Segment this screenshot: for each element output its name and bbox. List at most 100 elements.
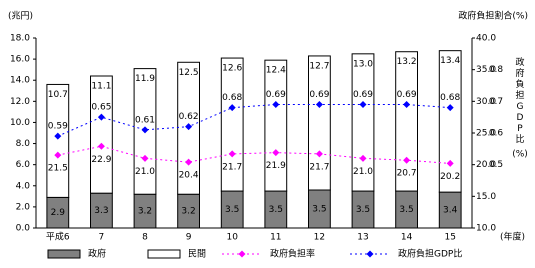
marker xyxy=(54,151,62,159)
data-label: 13.0 xyxy=(353,59,373,69)
y-tick-label: 2.0 xyxy=(16,202,31,212)
data-label: 10.7 xyxy=(48,90,68,100)
x-tick-label: 13 xyxy=(357,233,368,243)
data-label: 12.5 xyxy=(179,68,199,78)
data-label: 21.0 xyxy=(353,167,373,177)
y3-tick-label: 0.5 xyxy=(489,160,503,170)
data-label: 20.7 xyxy=(397,169,417,179)
data-label: 21.7 xyxy=(222,162,242,172)
y3-axis-label: 政府負担 G D P 比 xyxy=(515,56,524,145)
data-label: 13.2 xyxy=(397,57,417,67)
data-label: 0.69 xyxy=(266,90,286,100)
bar-segment xyxy=(220,57,244,192)
data-label: 3.2 xyxy=(181,207,195,217)
data-label: 20.2 xyxy=(440,172,460,182)
y-tick-label: 12.0 xyxy=(10,97,30,107)
x-tick-label: 7 xyxy=(99,233,105,243)
marker xyxy=(141,154,149,162)
marker xyxy=(54,132,62,140)
legend-swatch xyxy=(47,249,81,259)
data-label: 0.69 xyxy=(397,90,417,100)
line xyxy=(57,145,451,164)
y2-axis-label: 政府負担割合(%) xyxy=(458,10,528,22)
bar-segment xyxy=(438,50,462,193)
data-label: 0.59 xyxy=(48,122,68,132)
bar-segment xyxy=(46,83,70,198)
data-label: 0.68 xyxy=(222,93,242,103)
x-tick-label: 12 xyxy=(314,233,325,243)
y2-tick-label: 10.0 xyxy=(476,224,496,234)
marker xyxy=(403,101,411,108)
y3-tick-label: 0.8 xyxy=(489,65,504,75)
legend-label: 政府負担率 xyxy=(270,248,315,260)
y2-tick-label: 35.0 xyxy=(476,65,496,75)
legend-label: 政府負担GDP比 xyxy=(398,248,462,260)
data-label: 0.69 xyxy=(353,90,373,100)
data-label: 22.9 xyxy=(91,155,111,165)
data-label: 3.5 xyxy=(269,205,283,215)
marker xyxy=(315,101,323,108)
data-label: 11.1 xyxy=(91,82,111,92)
data-label: 0.68 xyxy=(440,93,460,103)
marker xyxy=(141,126,149,134)
marker xyxy=(272,149,280,157)
marker xyxy=(403,156,411,164)
marker xyxy=(185,123,193,131)
data-label: 11.9 xyxy=(135,74,155,84)
data-label: 12.4 xyxy=(266,66,286,76)
y-tick-label: 4.0 xyxy=(16,181,31,191)
marker xyxy=(315,150,323,158)
data-label: 3.4 xyxy=(443,206,458,216)
x-tick-label: 11 xyxy=(270,233,281,243)
y-tick-label: 18.0 xyxy=(10,34,30,44)
bar-segment xyxy=(264,59,288,192)
marker xyxy=(97,142,105,150)
data-label: 3.5 xyxy=(312,205,326,215)
data-label: 21.5 xyxy=(48,164,68,174)
y2-tick-label: 25.0 xyxy=(476,129,496,139)
x-tick-label: 10 xyxy=(226,233,238,243)
data-label: 2.9 xyxy=(51,208,66,218)
data-label: 3.2 xyxy=(138,207,152,217)
y-axis-label: (兆円) xyxy=(8,11,33,22)
legend-marker xyxy=(366,250,374,258)
y2-tick-label: 30.0 xyxy=(476,97,496,107)
data-label: 21.0 xyxy=(135,167,155,177)
data-label: 20.4 xyxy=(179,171,199,181)
y3-tick-label: 0.7 xyxy=(489,97,503,107)
data-label: 12.7 xyxy=(309,61,329,71)
y3-tick-label: 0.6 xyxy=(489,129,504,139)
legend-label: 政府 xyxy=(88,248,106,260)
marker xyxy=(446,159,454,167)
data-label: 3.3 xyxy=(94,206,108,216)
line xyxy=(57,104,451,137)
y2-tick-label: 15.0 xyxy=(476,192,496,202)
bar-segment xyxy=(90,75,113,194)
data-label: 12.6 xyxy=(222,64,242,74)
data-label: 13.4 xyxy=(440,56,460,66)
marker xyxy=(359,101,367,108)
x-axis-label: (年度) xyxy=(500,231,525,243)
legend-marker xyxy=(238,250,246,258)
marker xyxy=(359,154,367,162)
legend-label: 民間 xyxy=(188,249,206,260)
y2-tick-label: 20.0 xyxy=(476,160,496,170)
x-tick-label: 8 xyxy=(142,233,148,243)
y-tick-label: 14.0 xyxy=(10,76,30,86)
y-tick-label: 0.0 xyxy=(16,224,31,234)
y-tick-label: 16.0 xyxy=(10,55,30,65)
data-label: 0.61 xyxy=(135,115,155,125)
marker xyxy=(228,150,236,158)
data-label: 0.65 xyxy=(91,103,111,113)
data-label: 21.7 xyxy=(309,162,329,172)
x-tick-label: 平成6 xyxy=(46,231,70,243)
bar-segment xyxy=(395,51,419,192)
x-tick-label: 9 xyxy=(186,233,192,243)
y2-tick-label: 40.0 xyxy=(476,34,496,44)
y3-unit-label: (%) xyxy=(512,150,528,160)
data-label: 3.5 xyxy=(225,205,239,215)
data-label: 21.9 xyxy=(266,161,286,171)
marker xyxy=(272,101,280,108)
marker xyxy=(97,113,105,121)
